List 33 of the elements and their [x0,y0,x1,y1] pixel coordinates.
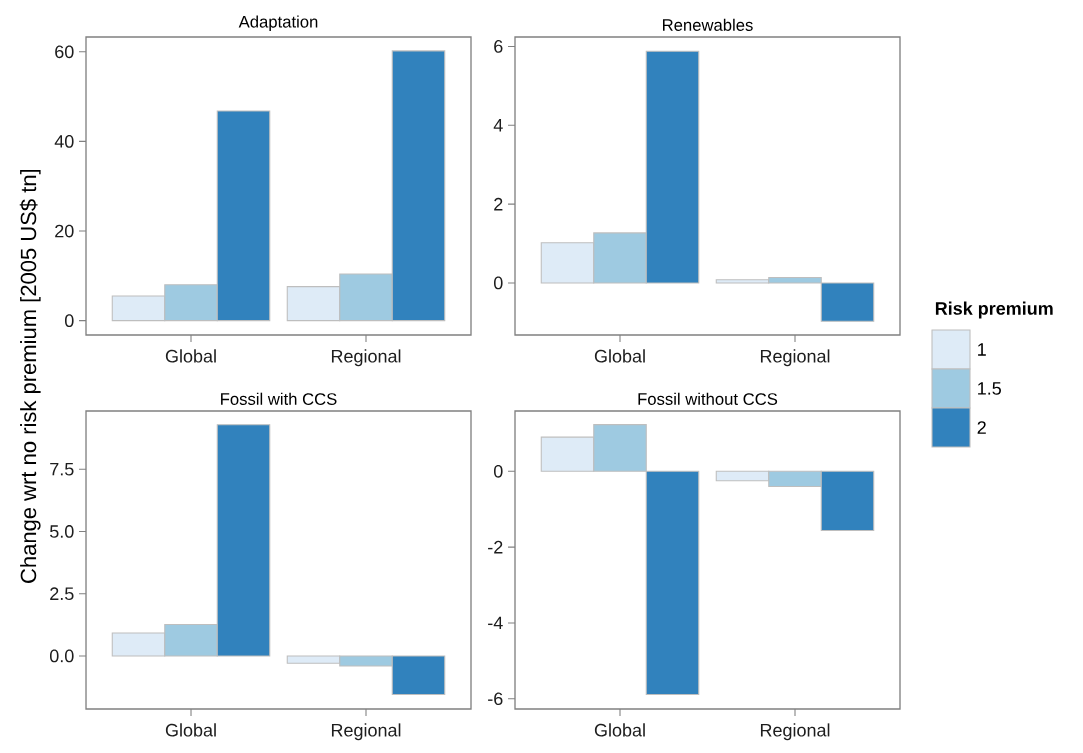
y-tick-label: 0 [493,276,503,290]
y-axis-title: Change wrt no risk premium [2005 US$ tn] [19,169,41,583]
y-tick-label: 6 [494,40,503,53]
y-tick-label: -4 [488,616,503,630]
y-tick-label: 7.5 [50,462,74,476]
x-tick-label: Global [165,723,216,737]
y-tick-label: -2 [488,540,503,554]
y-tick-label: -6 [488,692,503,706]
chart-title: Adaptation [238,15,318,31]
chart-title: Fossil with CCS [221,392,337,405]
x-tick-label: Regional [760,349,830,367]
y-tick-label: 0.0 [49,649,74,663]
legend-label: 1 [978,343,986,356]
legend-label: 1.5 [978,382,1001,395]
y-tick-label: 5.0 [49,525,74,538]
x-tick-label: Regional [331,349,401,367]
y-tick-label: 0 [64,314,74,328]
y-tick-label: 20 [55,224,74,238]
x-tick-label: Global [594,349,645,363]
y-tick-label: 2 [494,197,503,211]
x-tick-label: Regional [331,723,401,741]
legend-label: 2 [977,421,986,434]
x-tick-label: Global [594,723,645,737]
x-tick-label: Regional [760,723,830,741]
legend-title: Risk premium [935,301,1053,319]
y-tick-label: 40 [54,135,74,148]
x-tick-label: Global [165,349,216,363]
y-tick-label: 0 [493,464,503,478]
y-tick-label: 2.5 [50,587,74,601]
y-tick-label: 60 [55,45,74,59]
y-tick-label: 4 [493,119,503,132]
chart-title: Renewables [663,18,753,31]
chart-title: Fossil without CCS [638,392,778,405]
